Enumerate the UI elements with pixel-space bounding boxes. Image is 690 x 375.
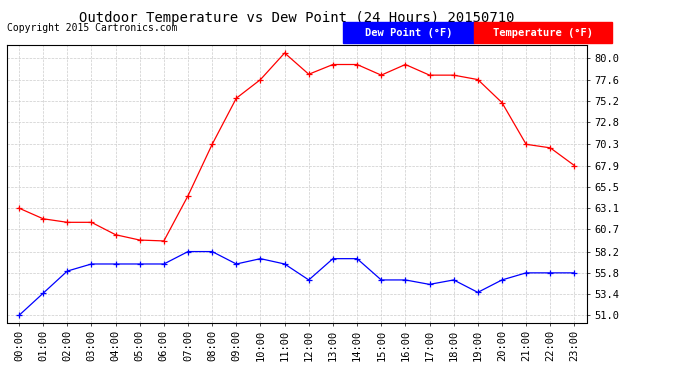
Text: Dew Point (°F): Dew Point (°F) [365,28,453,38]
Text: Copyright 2015 Cartronics.com: Copyright 2015 Cartronics.com [7,23,177,33]
Text: Temperature (°F): Temperature (°F) [493,28,593,38]
Text: Outdoor Temperature vs Dew Point (24 Hours) 20150710: Outdoor Temperature vs Dew Point (24 Hou… [79,11,515,25]
